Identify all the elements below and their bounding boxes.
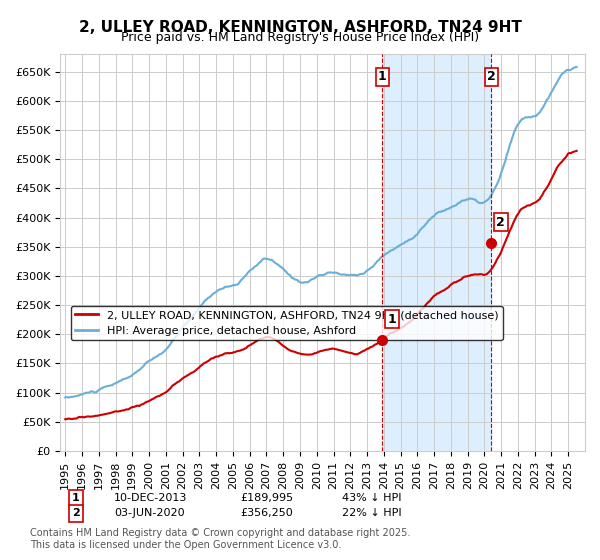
Text: 43% ↓ HPI: 43% ↓ HPI bbox=[342, 493, 401, 503]
Text: 2: 2 bbox=[72, 508, 80, 519]
Text: 1: 1 bbox=[378, 71, 387, 83]
Text: 1: 1 bbox=[72, 493, 80, 503]
Text: 1: 1 bbox=[388, 312, 396, 325]
Text: 2: 2 bbox=[496, 216, 505, 228]
Bar bbox=[382, 54, 491, 451]
Text: £189,995: £189,995 bbox=[240, 493, 293, 503]
Text: 2: 2 bbox=[487, 71, 496, 83]
Text: 10-DEC-2013: 10-DEC-2013 bbox=[114, 493, 187, 503]
Text: 22% ↓ HPI: 22% ↓ HPI bbox=[342, 508, 401, 519]
Text: 2, ULLEY ROAD, KENNINGTON, ASHFORD, TN24 9HT: 2, ULLEY ROAD, KENNINGTON, ASHFORD, TN24… bbox=[79, 20, 521, 35]
Text: £356,250: £356,250 bbox=[240, 508, 293, 519]
Text: 03-JUN-2020: 03-JUN-2020 bbox=[114, 508, 185, 519]
Legend: 2, ULLEY ROAD, KENNINGTON, ASHFORD, TN24 9HT (detached house), HPI: Average pric: 2, ULLEY ROAD, KENNINGTON, ASHFORD, TN24… bbox=[71, 306, 503, 340]
Text: Price paid vs. HM Land Registry's House Price Index (HPI): Price paid vs. HM Land Registry's House … bbox=[121, 31, 479, 44]
Text: Contains HM Land Registry data © Crown copyright and database right 2025.
This d: Contains HM Land Registry data © Crown c… bbox=[30, 528, 410, 550]
